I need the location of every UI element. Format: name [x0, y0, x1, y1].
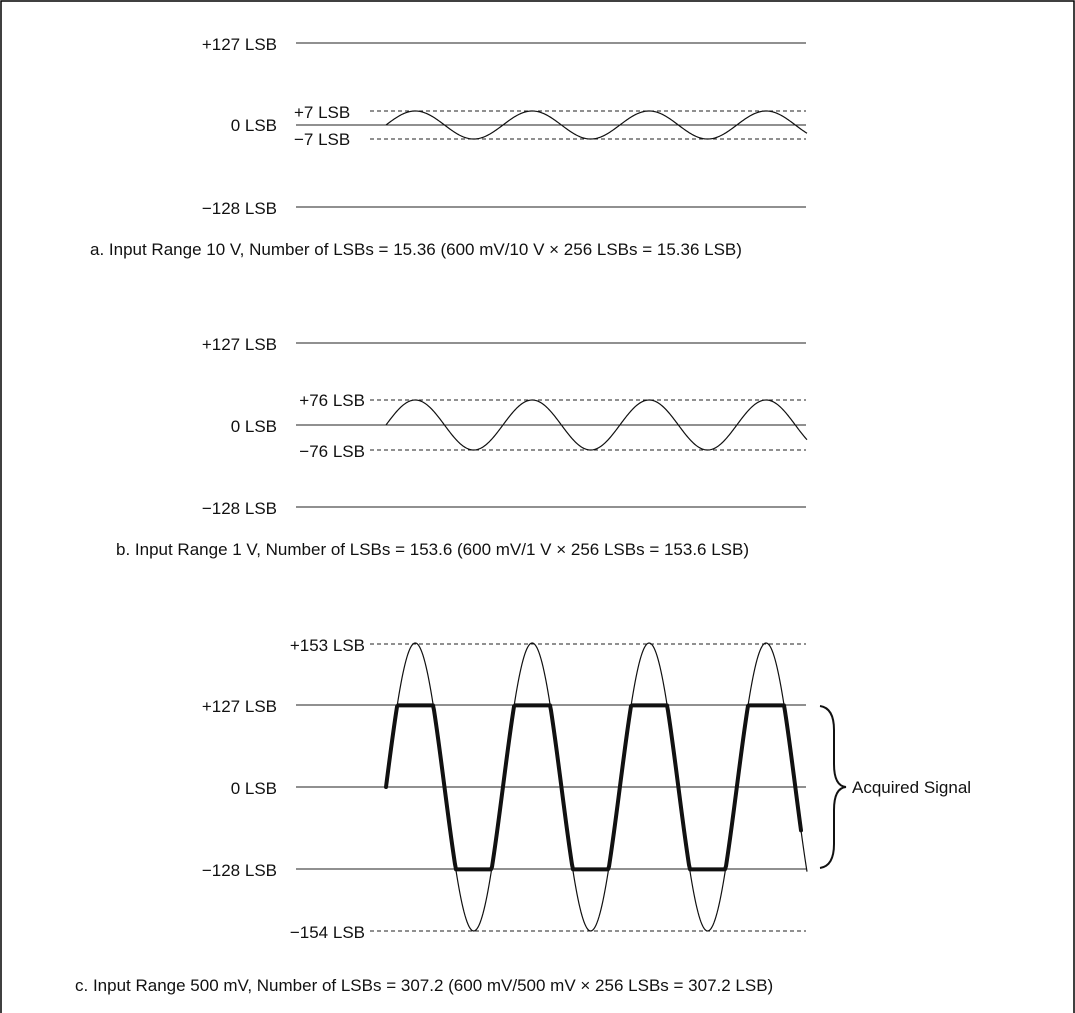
- panel-c-caption: c. Input Range 500 mV, Number of LSBs = …: [75, 976, 773, 995]
- acquired-signal-label: Acquired Signal: [852, 778, 971, 797]
- acquired-signal-brace: [819, 705, 847, 869]
- panel-a-caption: a. Input Range 10 V, Number of LSBs = 15…: [90, 240, 742, 259]
- panel-c-label-top: +127 LSB: [202, 697, 277, 716]
- panel-c-label-lower-amp: −154 LSB: [290, 923, 365, 942]
- panel-b: +127 LSB +76 LSB 0 LSB −76 LSB −128 LSB …: [116, 335, 808, 559]
- panel-b-label-top: +127 LSB: [202, 335, 277, 354]
- panel-b-label-upper-amp: +76 LSB: [299, 391, 365, 410]
- panel-a-sine-wave: [385, 110, 808, 140]
- panel-c-acquired-signal: [384, 703, 803, 872]
- panel-b-label-bottom: −128 LSB: [202, 499, 277, 518]
- panel-a: +127 LSB +7 LSB 0 LSB −7 LSB −128 LSB a.…: [90, 35, 808, 259]
- panel-c-label-mid: 0 LSB: [231, 779, 277, 798]
- panel-a-label-mid: 0 LSB: [231, 116, 277, 135]
- panel-b-sine-wave: [385, 399, 808, 451]
- panel-c-label-bottom: −128 LSB: [202, 861, 277, 880]
- panel-b-caption: b. Input Range 1 V, Number of LSBs = 153…: [116, 540, 749, 559]
- panel-a-label-lower-amp: −7 LSB: [294, 130, 350, 149]
- panel-b-label-lower-amp: −76 LSB: [299, 442, 365, 461]
- panel-a-label-bottom: −128 LSB: [202, 199, 277, 218]
- panel-a-label-top: +127 LSB: [202, 35, 277, 54]
- panel-c-label-upper-amp: +153 LSB: [290, 636, 365, 655]
- panel-a-label-upper-amp: +7 LSB: [294, 103, 350, 122]
- panel-b-label-mid: 0 LSB: [231, 417, 277, 436]
- panel-c: +153 LSB +127 LSB 0 LSB −128 LSB −154 LS…: [75, 636, 971, 995]
